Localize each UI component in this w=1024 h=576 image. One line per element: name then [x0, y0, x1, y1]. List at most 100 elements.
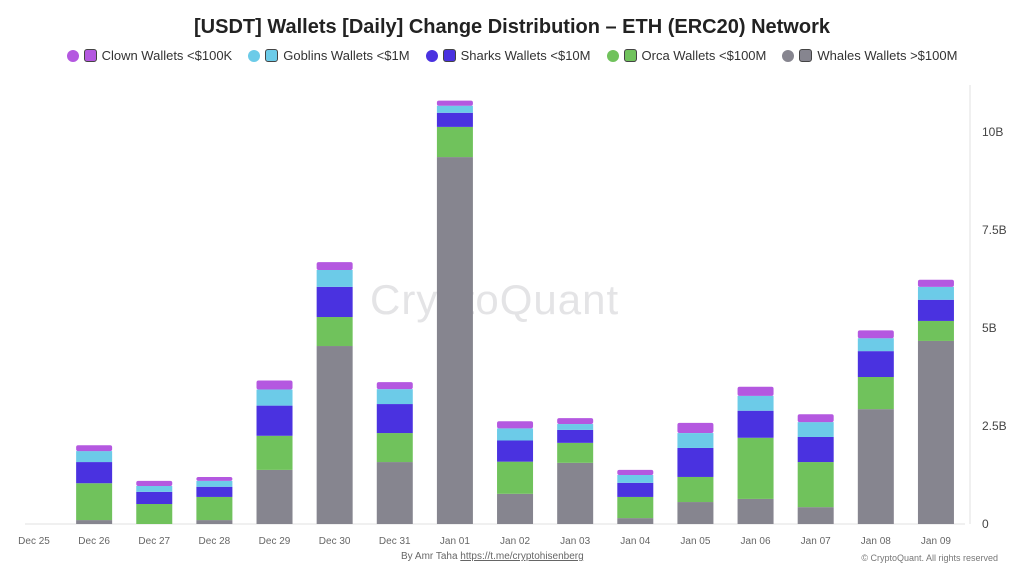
bar-segment-whale[interactable] — [76, 520, 113, 524]
bar-segment-clown[interactable] — [316, 262, 353, 270]
bar-segment-whale[interactable] — [436, 157, 473, 524]
bar-segment-whale[interactable] — [256, 469, 293, 524]
bar-segment-orca[interactable] — [677, 476, 714, 503]
bar-segment-shark[interactable] — [497, 440, 534, 462]
bar-segment-orca[interactable] — [196, 496, 233, 521]
bar-segment-whale[interactable] — [376, 462, 413, 524]
bar-segment-orca[interactable] — [557, 442, 594, 463]
bar-segment-whale[interactable] — [917, 340, 954, 524]
bar-segment-whale[interactable] — [557, 462, 594, 524]
y-tick-label: 5B — [982, 321, 997, 335]
bar-segment-goblin[interactable] — [857, 338, 894, 352]
bar-segment-clown[interactable] — [917, 279, 954, 287]
bar-segment-orca[interactable] — [256, 435, 293, 470]
legend-item[interactable]: Goblins Wallets <$1M — [248, 48, 410, 63]
x-tick-label: Jan 05 — [680, 536, 710, 547]
bar-segment-orca[interactable] — [316, 317, 353, 347]
bar-segment-goblin[interactable] — [316, 269, 353, 287]
bar-segment-shark[interactable] — [617, 482, 654, 497]
x-tick-label: Jan 01 — [440, 536, 470, 547]
bar-segment-goblin[interactable] — [617, 475, 654, 483]
bar-segment-orca[interactable] — [376, 433, 413, 463]
bar-segment-orca[interactable] — [857, 377, 894, 410]
bar-segment-clown[interactable] — [677, 422, 714, 434]
y-tick-label: 0 — [982, 517, 989, 531]
whale-icon — [799, 49, 813, 62]
bar-segment-goblin[interactable] — [436, 105, 473, 113]
bar-segment-whale[interactable] — [677, 502, 714, 524]
x-tick-label: Jan 02 — [500, 536, 530, 547]
bar-segment-shark[interactable] — [677, 447, 714, 477]
legend-item[interactable]: Orca Wallets <$100M — [606, 48, 766, 63]
bar-segment-clown[interactable] — [436, 100, 473, 106]
bar-segment-shark[interactable] — [376, 404, 413, 434]
bar-segment-shark[interactable] — [316, 286, 353, 318]
x-tick-label: Jan 06 — [741, 536, 771, 547]
bar-segment-clown[interactable] — [857, 330, 894, 339]
bar-segment-clown[interactable] — [737, 386, 774, 396]
bar-segment-shark[interactable] — [76, 462, 113, 484]
x-tick-label: Jan 03 — [560, 536, 590, 547]
bar-segment-shark[interactable] — [917, 299, 954, 321]
y-tick-label: 7.5B — [982, 223, 1007, 237]
bar-segment-whale[interactable] — [857, 409, 894, 524]
x-tick-label: Dec 27 — [138, 536, 170, 547]
legend: Clown Wallets <$100K Goblins Wallets <$1M… — [0, 48, 1024, 63]
bar-segment-goblin[interactable] — [557, 424, 594, 430]
bar-segment-shark[interactable] — [797, 436, 834, 463]
legend-swatch — [248, 49, 261, 62]
bar-segment-clown[interactable] — [136, 480, 173, 486]
bar-segment-clown[interactable] — [797, 414, 834, 423]
bar-segment-goblin[interactable] — [376, 389, 413, 405]
x-tick-label: Dec 31 — [379, 536, 411, 547]
bar-segment-goblin[interactable] — [136, 485, 173, 492]
bar-segment-whale[interactable] — [196, 520, 233, 524]
bar-segment-whale[interactable] — [737, 498, 774, 524]
bar-segment-whale[interactable] — [316, 346, 353, 524]
bar-segment-orca[interactable] — [497, 461, 534, 494]
bar-segment-shark[interactable] — [857, 351, 894, 377]
bar-segment-orca[interactable] — [737, 437, 774, 499]
bar-segment-goblin[interactable] — [196, 480, 233, 487]
bar-segment-orca[interactable] — [797, 462, 834, 508]
bar-segment-clown[interactable] — [76, 445, 113, 452]
bar-segment-goblin[interactable] — [497, 428, 534, 441]
bar-segment-shark[interactable] — [557, 429, 594, 443]
bar-segment-shark[interactable] — [737, 410, 774, 438]
x-tick-label: Jan 09 — [921, 536, 951, 547]
legend-item[interactable]: Whales Wallets >$100M — [782, 48, 957, 63]
bar-segment-whale[interactable] — [617, 518, 654, 524]
author-link[interactable]: https://t.me/cryptohisenberg — [460, 551, 584, 562]
copyright: © CryptoQuant. All rights reserved — [861, 553, 998, 563]
bar-segment-goblin[interactable] — [677, 433, 714, 448]
bar-segment-orca[interactable] — [436, 126, 473, 158]
bar-segment-shark[interactable] — [436, 112, 473, 127]
shark-icon — [442, 49, 456, 62]
bar-segment-clown[interactable] — [196, 476, 233, 481]
bar-segment-clown[interactable] — [557, 418, 594, 425]
bar-segment-orca[interactable] — [617, 496, 654, 519]
bar-segment-whale[interactable] — [797, 507, 834, 524]
bar-segment-goblin[interactable] — [256, 389, 293, 406]
clown-icon — [83, 49, 97, 62]
bar-segment-shark[interactable] — [256, 405, 293, 436]
bar-segment-whale[interactable] — [497, 493, 534, 524]
bar-segment-orca[interactable] — [76, 483, 113, 521]
bar-segment-clown[interactable] — [617, 469, 654, 475]
bar-segment-orca[interactable] — [136, 504, 173, 524]
bar-segment-clown[interactable] — [256, 380, 293, 390]
legend-swatch — [66, 49, 79, 62]
bar-segment-orca[interactable] — [917, 320, 954, 341]
legend-swatch — [606, 49, 619, 62]
x-tick-label: Dec 29 — [259, 536, 291, 547]
bar-segment-shark[interactable] — [196, 486, 233, 497]
bar-segment-shark[interactable] — [136, 491, 173, 505]
legend-item[interactable]: Sharks Wallets <$10M — [425, 48, 591, 63]
bar-segment-goblin[interactable] — [917, 286, 954, 300]
bar-segment-goblin[interactable] — [737, 395, 774, 411]
legend-item[interactable]: Clown Wallets <$100K — [66, 48, 232, 63]
bar-segment-goblin[interactable] — [76, 451, 113, 463]
bar-segment-goblin[interactable] — [797, 422, 834, 437]
bar-segment-clown[interactable] — [497, 421, 534, 429]
bar-segment-clown[interactable] — [376, 382, 413, 390]
